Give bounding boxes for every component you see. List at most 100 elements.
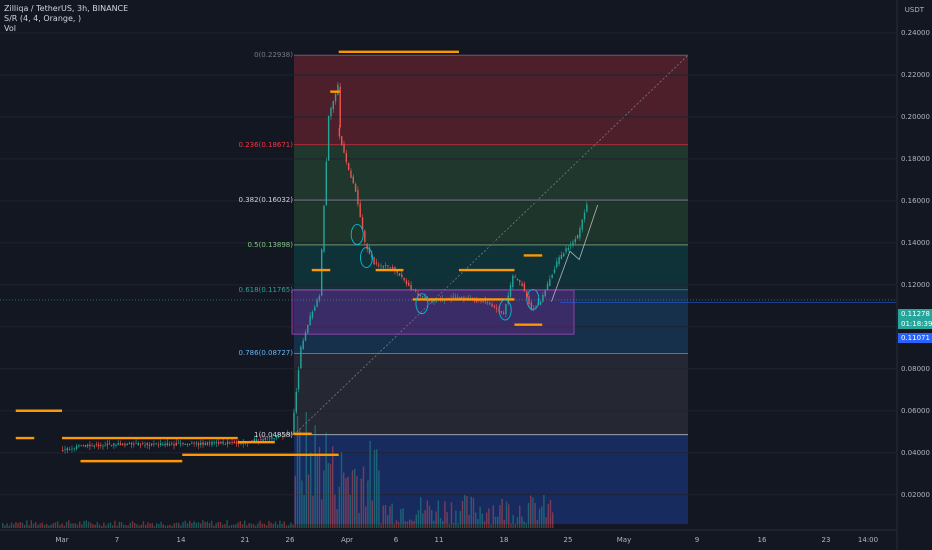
candle-body bbox=[130, 442, 133, 445]
volume-bar bbox=[48, 525, 50, 528]
price-tick-label: 0.04000 bbox=[901, 448, 930, 457]
candle-body bbox=[576, 235, 579, 239]
volume-bar bbox=[444, 501, 446, 528]
volume-bar bbox=[156, 523, 158, 528]
volume-bar bbox=[235, 524, 237, 528]
candle-body bbox=[417, 293, 419, 296]
candle-body bbox=[345, 152, 348, 163]
volume-bar bbox=[63, 525, 65, 528]
annotations[interactable] bbox=[350, 223, 540, 321]
currency-label[interactable]: USDT bbox=[904, 6, 924, 14]
candle-body bbox=[558, 257, 560, 264]
candle-body bbox=[391, 266, 394, 269]
price-tick-label: 0.08000 bbox=[901, 364, 930, 373]
volume-bar bbox=[219, 521, 222, 528]
support-resistance-lines[interactable] bbox=[15, 50, 543, 463]
volume-bar bbox=[206, 521, 208, 528]
volume-bar bbox=[127, 525, 129, 528]
fib-level-label: 0.786(0.08727) bbox=[238, 349, 293, 358]
volume-bar bbox=[131, 520, 134, 528]
time-tick-label: 11 bbox=[434, 536, 444, 544]
volume-bar bbox=[512, 515, 514, 528]
volume-bar bbox=[197, 522, 200, 528]
candle-body bbox=[155, 443, 157, 445]
volume-bar bbox=[59, 525, 61, 528]
candle-body bbox=[95, 444, 98, 446]
candle-body bbox=[62, 450, 64, 452]
volume-bar bbox=[202, 520, 204, 528]
candle-body bbox=[280, 434, 282, 436]
candle-body bbox=[73, 447, 75, 449]
candle-body bbox=[408, 282, 410, 286]
volume-bar bbox=[21, 522, 24, 528]
volume-bar bbox=[472, 497, 475, 528]
candle-body bbox=[330, 107, 332, 117]
volume-bar bbox=[200, 523, 202, 528]
time-tick-label: 14 bbox=[176, 536, 186, 544]
volume-bar bbox=[475, 512, 477, 528]
sr-indicator-label[interactable]: S/R (4, 4, Orange, ) bbox=[4, 14, 82, 23]
volume-bar bbox=[277, 524, 279, 528]
candle-body bbox=[431, 299, 433, 303]
candle-body bbox=[137, 443, 139, 446]
circled-zone bbox=[360, 247, 373, 268]
candle-body bbox=[473, 300, 476, 302]
volume-bar bbox=[541, 506, 543, 528]
volume-bar bbox=[72, 523, 74, 528]
candle-body bbox=[193, 442, 195, 444]
candle-body bbox=[350, 170, 352, 178]
volume-bar bbox=[389, 506, 391, 528]
candle-body bbox=[153, 443, 155, 445]
candle-body bbox=[275, 435, 278, 438]
volume-bar bbox=[90, 522, 92, 528]
volume-bar bbox=[398, 522, 400, 528]
candle-body bbox=[273, 438, 275, 440]
volume-bar bbox=[24, 524, 26, 528]
volume-bar bbox=[255, 525, 257, 528]
candle-body bbox=[542, 295, 544, 302]
fibonacci-retracement[interactable] bbox=[293, 54, 689, 525]
candle-body bbox=[419, 294, 422, 296]
candle-body bbox=[556, 261, 558, 268]
range-box[interactable] bbox=[291, 289, 575, 335]
volume-bar bbox=[217, 522, 219, 528]
volume-bar bbox=[182, 522, 184, 528]
candle-body bbox=[509, 284, 512, 297]
volume-bar bbox=[79, 521, 81, 528]
volume-bar bbox=[8, 525, 10, 528]
candle-body bbox=[341, 136, 343, 146]
volume-indicator-label[interactable]: Vol bbox=[4, 24, 16, 33]
volume-bar bbox=[164, 525, 167, 528]
volume-bar bbox=[424, 510, 426, 528]
volume-bar bbox=[325, 432, 327, 528]
candle-body bbox=[327, 115, 330, 161]
candle-body bbox=[184, 444, 186, 445]
price-tick-label: 0.12000 bbox=[901, 280, 930, 289]
volume-bar bbox=[52, 523, 54, 528]
candle-body bbox=[213, 442, 215, 443]
volume-bar bbox=[158, 523, 160, 528]
fib-level-label: 0.382(0.16032) bbox=[238, 196, 293, 205]
candle-body bbox=[375, 262, 378, 264]
candle-body bbox=[364, 230, 366, 243]
volume-bar bbox=[369, 440, 371, 528]
volume-bar bbox=[94, 524, 96, 528]
candle-body bbox=[448, 297, 450, 299]
fib-level-label: 0.236(0.18671) bbox=[238, 140, 293, 149]
volume-bar bbox=[50, 524, 52, 528]
candle-body bbox=[108, 443, 111, 445]
fib-trendline bbox=[293, 54, 689, 435]
candle-body bbox=[173, 444, 175, 446]
candle-body bbox=[325, 161, 328, 206]
volume-bar bbox=[239, 521, 241, 528]
candle-body bbox=[321, 249, 323, 296]
candle-body bbox=[144, 445, 146, 446]
candle-body bbox=[269, 438, 271, 440]
volume-bar bbox=[453, 523, 455, 528]
time-tick-label: May bbox=[616, 536, 632, 544]
symbol-title[interactable]: Zilliqa / TetherUS, 3h, BINANCE bbox=[4, 4, 129, 13]
volume-bar bbox=[508, 504, 510, 528]
volume-bar bbox=[547, 503, 549, 528]
volume-bar bbox=[345, 478, 347, 528]
